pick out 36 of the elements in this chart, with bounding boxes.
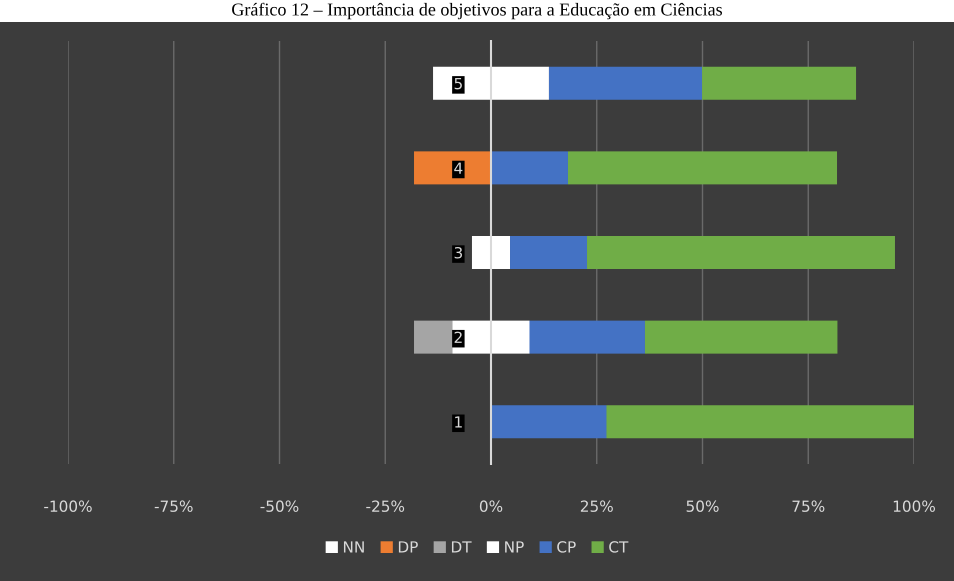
x-tick-label: 100% [894,500,935,512]
y-tick-label: 1 [455,416,462,428]
x-tick-label: 0% [480,500,502,512]
bar [587,236,895,269]
x-tick-label: -100% [44,500,92,512]
x-tick-label: -25% [366,500,404,512]
bar [491,320,530,354]
legend-label: NP [505,541,524,552]
bar [414,151,491,184]
bar [491,405,606,438]
y-tick-label: 4 [454,162,462,174]
y-tick-label: 2 [454,332,462,343]
bar [510,236,588,269]
bar [491,151,568,184]
x-tick-label: -50% [260,500,298,512]
legend-label: NN [344,541,364,552]
bar [548,66,702,100]
y-tick-label: 5 [454,78,462,90]
x-tick-label: 75% [792,500,824,512]
bar [606,405,914,438]
bar [491,66,549,100]
legend-label: DT [452,541,472,552]
x-tick-label: 50% [686,500,719,512]
chart-title: Gráfico 12 – Importância de objetivos para a Educação em Ciências [232,2,722,20]
y-tick-label: 3 [454,246,462,259]
x-tick-label: -75% [154,500,193,512]
bar [472,236,491,269]
bar [568,151,838,184]
x-tick-label: 25% [580,500,613,512]
bar [702,66,856,100]
bar [529,320,645,354]
legend-label: CP [557,541,576,553]
legend-label: DP [398,541,418,552]
bar [644,320,838,354]
bar [491,236,510,269]
legend-label: CT [609,541,628,553]
